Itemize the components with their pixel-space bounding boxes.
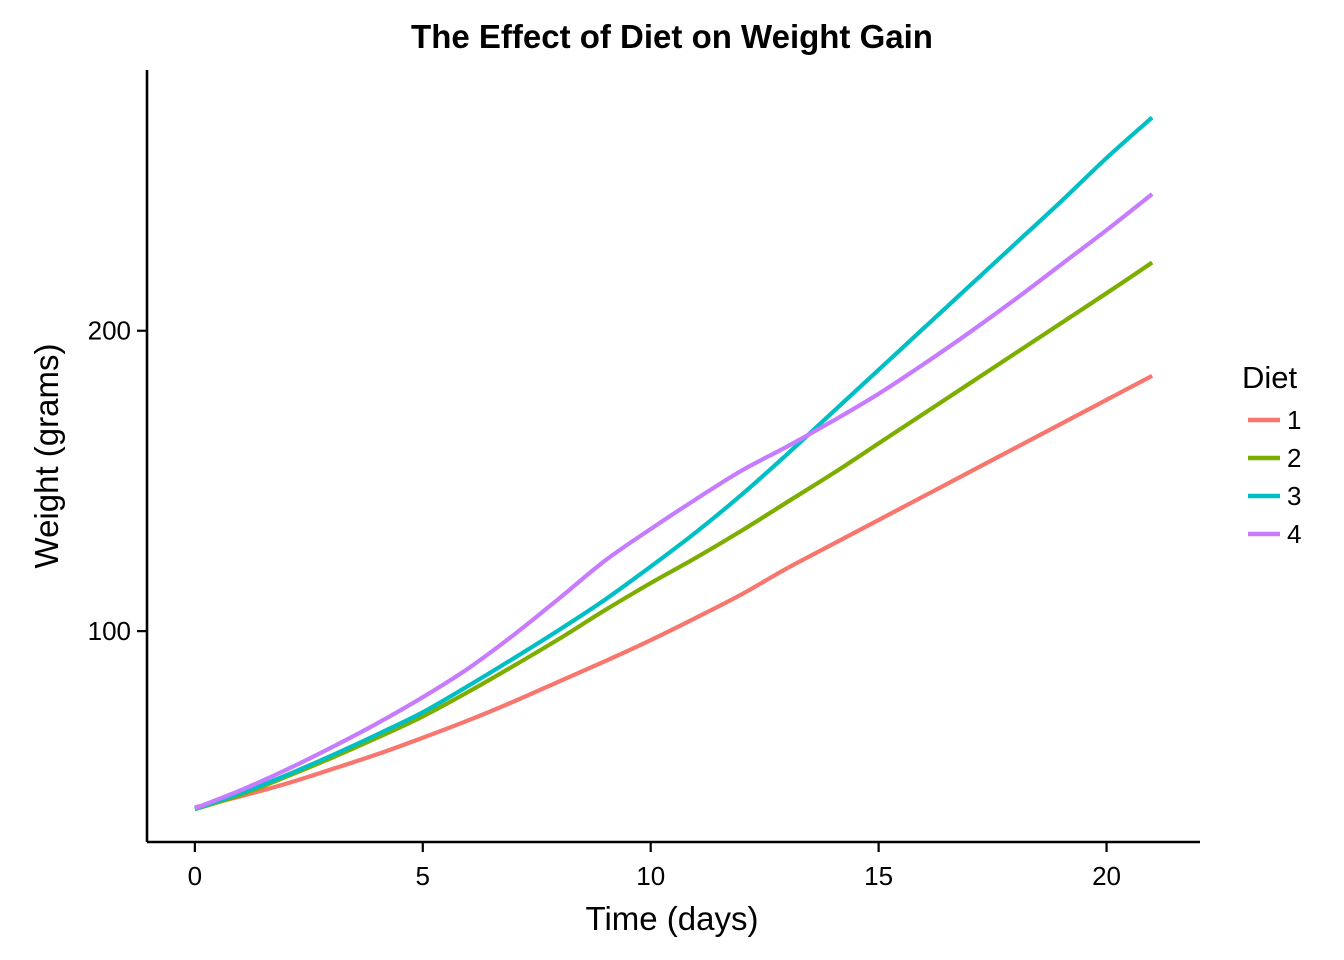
x-tick-label: 15 [864, 861, 893, 891]
legend-label-diet-2: 2 [1287, 443, 1301, 473]
legend-items: 1 2 3 4 [1248, 405, 1301, 549]
y-axis-ticks: 100 200 [88, 316, 147, 646]
chart-title: The Effect of Diet on Weight Gain [411, 18, 933, 55]
x-tick-label: 5 [416, 861, 430, 891]
series-line-diet-2 [194, 260, 1154, 812]
legend-label-diet-4: 4 [1287, 519, 1301, 549]
y-axis-title: Weight (grams) [28, 344, 65, 569]
legend-label-diet-3: 3 [1287, 481, 1301, 511]
plot-series-group [194, 115, 1154, 812]
series-line-diet-4 [194, 192, 1154, 811]
x-tick-label: 20 [1092, 861, 1121, 891]
x-axis-title: Time (days) [586, 900, 759, 937]
legend-title: Diet [1242, 360, 1298, 395]
y-tick-label: 100 [88, 616, 131, 646]
y-tick-label: 200 [88, 316, 131, 346]
x-tick-label: 10 [636, 861, 665, 891]
legend-label-diet-1: 1 [1287, 405, 1301, 435]
x-tick-label: 0 [188, 861, 202, 891]
legend: Diet 1 2 3 4 [1242, 360, 1301, 549]
x-axis-ticks: 0 5 10 15 20 [188, 842, 1121, 891]
series-line-diet-3 [194, 115, 1154, 811]
series-line-diet-1 [194, 373, 1154, 810]
